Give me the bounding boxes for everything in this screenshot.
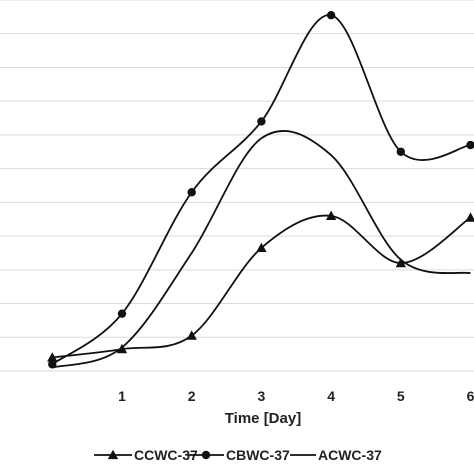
- legend-item-cbwc-37: CBWC-37: [188, 447, 290, 463]
- series-acwc-37: [52, 130, 471, 369]
- data-point: [116, 343, 128, 354]
- series-cbwc-37: [48, 10, 474, 369]
- gridlines: [0, 0, 474, 372]
- data-point: [187, 188, 196, 197]
- legend-item-acwc-37: ACWC-37: [290, 447, 382, 463]
- legend-label: ACWC-37: [318, 447, 382, 463]
- legend-marker: [107, 449, 119, 460]
- data-point: [257, 117, 266, 126]
- x-tick-label: 1: [118, 388, 126, 404]
- x-tick-labels: 1 2 3 4 5 6: [118, 388, 474, 404]
- data-point: [326, 10, 336, 20]
- data-point: [325, 210, 337, 221]
- x-tick-label: 3: [257, 388, 265, 404]
- data-point: [256, 242, 267, 253]
- data-point: [396, 147, 406, 156]
- x-axis-label: Time [Day]: [225, 410, 301, 427]
- series-line: [51, 14, 471, 365]
- legend-label: CCWC-37: [134, 447, 198, 463]
- data-point: [466, 140, 474, 150]
- x-tick-label: 6: [467, 388, 474, 404]
- data-point: [117, 309, 127, 318]
- x-tick-label: 5: [397, 388, 405, 404]
- series-group: [47, 10, 474, 369]
- data-point: [47, 352, 58, 362]
- series-ccwc-37: [47, 210, 474, 362]
- x-tick-label: 4: [327, 388, 335, 404]
- legend-marker: [201, 450, 211, 460]
- data-point: [465, 212, 474, 222]
- data-point: [395, 257, 407, 268]
- legend-label: CBWC-37: [226, 447, 290, 463]
- legend: CCWC-37 CBWC-37 ACWC-37: [94, 447, 382, 463]
- x-tick-label: 2: [188, 388, 196, 404]
- legend-item-ccwc-37: CCWC-37: [94, 447, 198, 463]
- data-point: [186, 330, 197, 340]
- series-line: [52, 214, 472, 359]
- series-line: [52, 130, 471, 369]
